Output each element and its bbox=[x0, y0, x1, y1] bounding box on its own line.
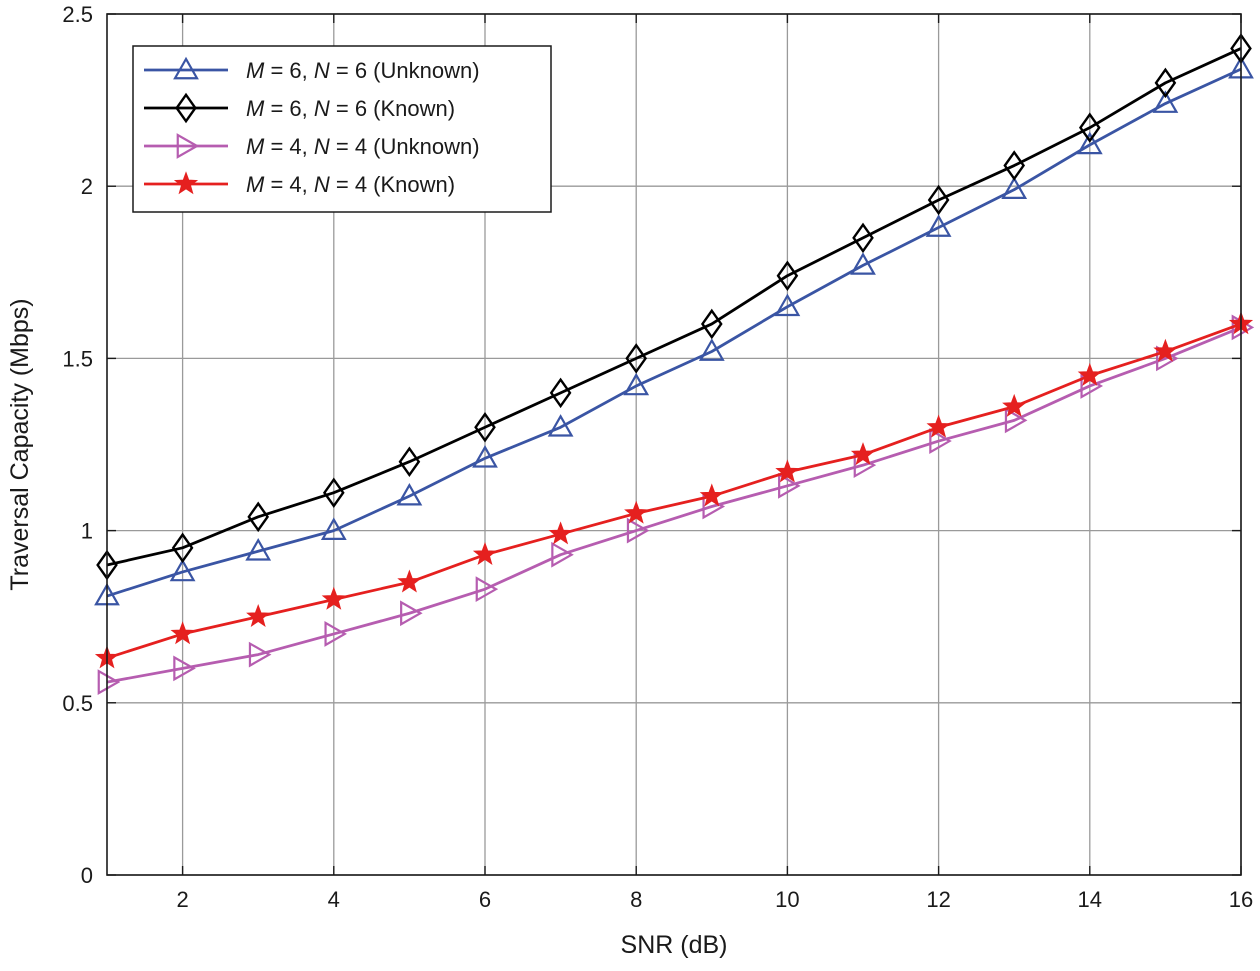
right-triangle-marker bbox=[475, 576, 499, 603]
star-marker bbox=[246, 603, 271, 627]
star-marker bbox=[1153, 338, 1178, 362]
star-marker bbox=[472, 541, 498, 566]
star-marker bbox=[170, 621, 195, 645]
star-marker bbox=[926, 414, 951, 438]
right-triangle-marker bbox=[929, 428, 952, 454]
x-tick-label: 4 bbox=[328, 887, 340, 912]
triangle-marker bbox=[245, 538, 272, 561]
right-triangle-marker bbox=[324, 621, 348, 647]
triangle-marker bbox=[169, 558, 196, 582]
y-axis-label: Traversal Capacity (Mbps) bbox=[6, 298, 34, 590]
triangle-marker bbox=[173, 56, 199, 80]
star-marker bbox=[850, 442, 876, 466]
y-tick-label: 0 bbox=[81, 863, 93, 888]
y-tick-label: 1 bbox=[81, 519, 93, 544]
legend-label: M = 6, N = 6 (Known) bbox=[246, 96, 455, 121]
right-triangle-marker bbox=[1004, 407, 1028, 434]
right-triangle-marker bbox=[176, 133, 200, 159]
legend-entry: M = 4, N = 4 (Known) bbox=[144, 171, 455, 197]
diamond-marker bbox=[398, 446, 421, 477]
star-marker bbox=[699, 483, 724, 507]
diamond-marker bbox=[171, 532, 194, 564]
right-triangle-marker bbox=[778, 472, 801, 499]
series-4 bbox=[94, 311, 1254, 669]
legend-entry: M = 4, N = 4 (Unknown) bbox=[144, 133, 480, 159]
star-marker bbox=[1077, 362, 1102, 386]
x-tick-label: 14 bbox=[1078, 887, 1102, 912]
ticks: 2 4 6 8 10 12 14 16 0 0.5 1 1.5 2 2.5 bbox=[62, 2, 1253, 912]
diamond-marker bbox=[247, 501, 270, 533]
diamond-marker bbox=[322, 477, 345, 508]
triangle-marker bbox=[396, 482, 423, 506]
x-tick-label: 10 bbox=[775, 887, 799, 912]
x-tick-label: 16 bbox=[1229, 887, 1253, 912]
triangle-marker bbox=[547, 414, 574, 437]
star-marker bbox=[624, 500, 649, 524]
legend-label: M = 4, N = 4 (Unknown) bbox=[246, 134, 480, 159]
star-marker bbox=[321, 586, 346, 610]
series-line bbox=[106, 326, 1242, 684]
triangle-marker bbox=[1152, 90, 1179, 113]
legend: M = 6, N = 6 (Unknown) M = 6, N = 6 (Know… bbox=[132, 45, 552, 213]
right-triangle-marker bbox=[248, 641, 272, 668]
legend-entry: M = 6, N = 6 (Unknown) bbox=[144, 56, 480, 83]
star-marker bbox=[1002, 393, 1027, 417]
diamond-marker bbox=[1078, 112, 1101, 143]
star-marker bbox=[397, 569, 422, 593]
diamond-marker bbox=[474, 412, 496, 443]
x-axis-label: SNR (dB) bbox=[621, 931, 728, 959]
triangle-marker bbox=[1076, 131, 1103, 155]
x-tick-label: 2 bbox=[176, 887, 188, 912]
diamond-marker bbox=[625, 343, 648, 374]
diamond-marker bbox=[776, 260, 799, 292]
diamond-marker bbox=[175, 92, 197, 124]
y-tick-label: 1.5 bbox=[62, 346, 93, 371]
triangle-marker bbox=[850, 252, 876, 275]
triangle-marker bbox=[698, 338, 725, 361]
legend-label: M = 4, N = 4 (Known) bbox=[246, 172, 455, 197]
y-tick-label: 2.5 bbox=[62, 2, 93, 27]
legend-entry: M = 6, N = 6 (Known) bbox=[144, 92, 455, 124]
star-marker bbox=[775, 459, 800, 483]
series-line bbox=[106, 322, 1242, 660]
triangle-marker bbox=[623, 372, 650, 396]
diamond-marker bbox=[852, 222, 874, 254]
diamond-marker bbox=[549, 377, 572, 409]
y-tick-label: 2 bbox=[81, 174, 93, 199]
right-triangle-marker bbox=[97, 669, 121, 696]
x-tick-label: 6 bbox=[479, 887, 491, 912]
triangle-marker bbox=[472, 445, 498, 468]
diamond-marker bbox=[700, 308, 723, 340]
triangle-marker bbox=[925, 214, 952, 237]
triangle-marker bbox=[1001, 176, 1028, 199]
triangle-marker bbox=[774, 293, 801, 317]
right-triangle-marker bbox=[173, 655, 196, 682]
star-marker bbox=[173, 171, 199, 195]
x-tick-label: 8 bbox=[630, 887, 642, 912]
right-triangle-marker bbox=[626, 517, 650, 544]
diamond-marker bbox=[927, 184, 950, 216]
diamond-marker bbox=[1154, 67, 1177, 99]
series-line bbox=[106, 47, 1242, 567]
diamond-marker bbox=[1003, 150, 1026, 181]
triangle-marker bbox=[320, 517, 347, 540]
star-marker bbox=[548, 521, 573, 545]
series-2 bbox=[96, 33, 1252, 581]
right-triangle-marker bbox=[400, 600, 423, 627]
series-line bbox=[106, 67, 1242, 598]
plot-frame bbox=[106, 13, 1242, 876]
x-tick-label: 12 bbox=[926, 887, 950, 912]
series-layer bbox=[94, 33, 1255, 696]
right-triangle-marker bbox=[551, 541, 574, 568]
y-tick-label: 0.5 bbox=[62, 691, 93, 716]
legend-label: M = 6, N = 6 (Unknown) bbox=[246, 58, 480, 83]
